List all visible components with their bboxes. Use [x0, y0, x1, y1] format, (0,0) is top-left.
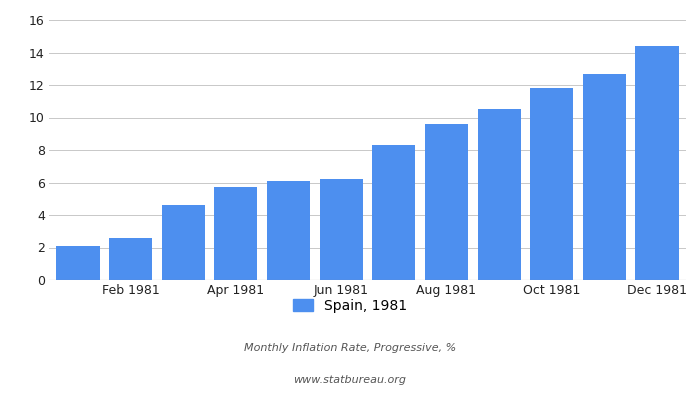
Bar — [636, 46, 678, 280]
Bar — [214, 187, 258, 280]
Bar — [425, 124, 468, 280]
Bar — [477, 109, 521, 280]
Bar — [57, 246, 99, 280]
Bar — [109, 238, 152, 280]
Text: Monthly Inflation Rate, Progressive, %: Monthly Inflation Rate, Progressive, % — [244, 343, 456, 353]
Text: www.statbureau.org: www.statbureau.org — [293, 375, 407, 385]
Bar — [372, 145, 415, 280]
Bar — [583, 74, 626, 280]
Bar — [162, 205, 205, 280]
Bar — [267, 181, 310, 280]
Bar — [320, 179, 363, 280]
Legend: Spain, 1981: Spain, 1981 — [293, 299, 407, 313]
Bar — [530, 88, 573, 280]
